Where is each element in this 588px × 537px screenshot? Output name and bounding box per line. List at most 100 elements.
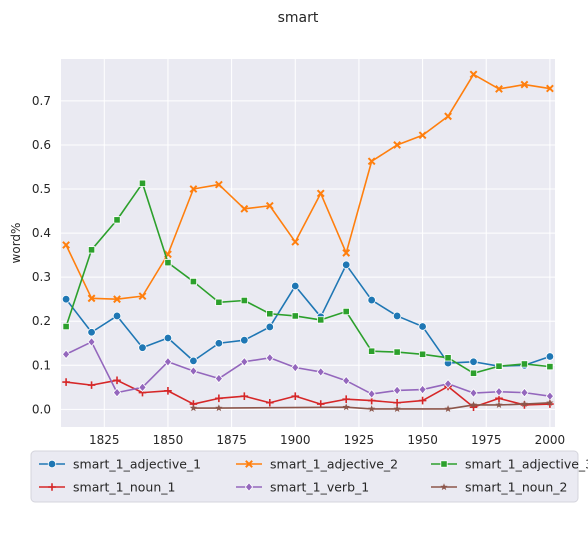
legend-label: smart_1_adjective_3 xyxy=(465,457,588,472)
legend-marker xyxy=(440,483,448,491)
data-point xyxy=(469,369,478,377)
x-tick-label: 1900 xyxy=(280,433,311,447)
data-point xyxy=(138,382,147,393)
data-point xyxy=(138,179,147,187)
data-point xyxy=(341,260,351,270)
series-smart_1_verb_1 xyxy=(61,337,555,401)
data-point xyxy=(189,185,198,193)
data-point xyxy=(495,401,503,409)
data-point xyxy=(469,401,478,409)
data-point xyxy=(495,362,503,370)
data-point xyxy=(495,85,503,93)
legend-item: smart_1_adjective_3 xyxy=(431,457,588,472)
data-point xyxy=(62,241,70,249)
data-point xyxy=(265,322,275,332)
data-point xyxy=(240,335,249,345)
data-point xyxy=(545,84,554,93)
data-point xyxy=(240,392,249,400)
data-point xyxy=(87,381,96,389)
x-tick-label: 1950 xyxy=(407,433,438,447)
x-tick-label: 1875 xyxy=(216,433,247,447)
data-point xyxy=(291,362,300,373)
data-point xyxy=(546,363,554,371)
data-point xyxy=(266,398,274,407)
data-point xyxy=(342,395,350,404)
legend-item: smart_1_adjective_1 xyxy=(39,457,201,472)
data-point xyxy=(240,204,249,213)
x-tick-label: 1975 xyxy=(471,433,502,447)
x-tick-label: 1850 xyxy=(153,433,184,447)
data-point xyxy=(113,216,121,224)
data-point xyxy=(189,404,198,412)
series-line xyxy=(65,182,550,375)
data-point xyxy=(112,311,122,321)
data-point xyxy=(291,237,300,246)
legend-marker xyxy=(440,460,448,468)
data-point xyxy=(393,405,401,412)
data-point xyxy=(62,378,70,386)
data-point xyxy=(392,311,402,321)
data-point xyxy=(215,394,223,403)
data-point xyxy=(87,337,96,347)
data-point xyxy=(418,350,427,358)
legend: smart_1_adjective_1 smart_1_adjective_2 sm… xyxy=(30,450,588,503)
data-point xyxy=(494,386,504,397)
data-point xyxy=(368,405,376,412)
data-point xyxy=(87,246,96,254)
data-point xyxy=(520,360,529,368)
data-point xyxy=(189,277,198,286)
data-point xyxy=(545,352,555,361)
series-line xyxy=(65,341,551,397)
data-point xyxy=(240,296,248,305)
data-point xyxy=(418,396,427,405)
data-point xyxy=(164,387,172,395)
data-point xyxy=(138,292,147,301)
x-tick-label: 1925 xyxy=(344,433,375,447)
data-point xyxy=(163,333,173,343)
data-point xyxy=(444,354,452,362)
data-point xyxy=(368,347,376,355)
data-point xyxy=(113,376,121,385)
legend-marker xyxy=(244,482,254,492)
data-point xyxy=(469,357,478,366)
y-tick-label: 0.1 xyxy=(32,358,51,372)
data-point xyxy=(316,367,325,377)
data-point xyxy=(469,70,478,79)
legend-marker xyxy=(48,483,56,491)
y-tick-label: 0.0 xyxy=(32,402,51,416)
series-line xyxy=(65,73,551,300)
x-tick-label: 1825 xyxy=(89,433,120,447)
y-tick-label: 0.6 xyxy=(32,138,51,152)
data-point xyxy=(265,201,274,210)
data-point xyxy=(520,80,529,89)
data-point xyxy=(61,349,71,360)
y-tick-label: 0.4 xyxy=(32,226,51,240)
legend-marker xyxy=(245,460,253,468)
data-point xyxy=(367,389,376,399)
data-point xyxy=(392,385,402,396)
data-point xyxy=(164,259,172,267)
series-line xyxy=(193,401,550,410)
data-point xyxy=(62,322,70,331)
legend-label: smart_1_adjective_1 xyxy=(73,457,201,472)
y-tick-label: 0.2 xyxy=(32,314,51,328)
legend-label: smart_1_noun_2 xyxy=(465,480,567,495)
legend-label: smart_1_verb_1 xyxy=(270,480,369,495)
data-point xyxy=(367,157,376,166)
data-point xyxy=(418,322,427,331)
data-point xyxy=(418,131,427,140)
series-line xyxy=(65,264,551,367)
data-point xyxy=(520,387,529,398)
data-point xyxy=(214,339,224,348)
data-point xyxy=(367,295,376,305)
series-line xyxy=(65,379,550,408)
data-point xyxy=(520,400,529,408)
data-point xyxy=(291,312,299,320)
data-point xyxy=(215,404,223,412)
data-point xyxy=(444,112,452,121)
data-point xyxy=(266,310,274,318)
data-point xyxy=(189,356,198,366)
data-point xyxy=(113,295,121,304)
data-point xyxy=(469,388,478,398)
